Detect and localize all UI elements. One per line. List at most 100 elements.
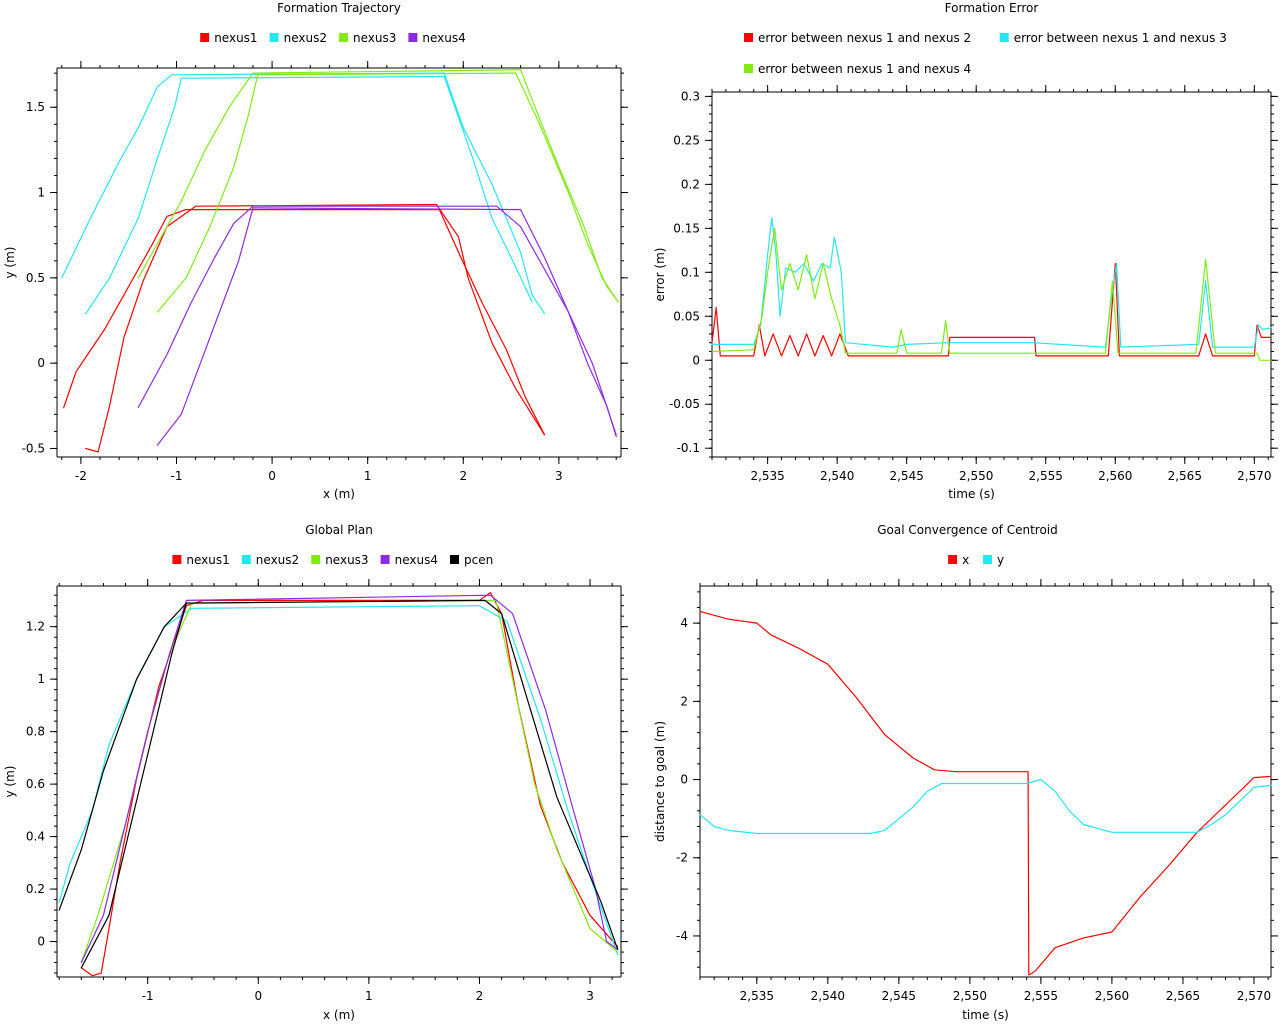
legend-swatch bbox=[744, 64, 753, 73]
y-tick-label: 0.2 bbox=[26, 882, 45, 896]
legend-label: nexus4 bbox=[395, 553, 438, 567]
y-tick-label: -2 bbox=[676, 851, 688, 865]
x-tick-label: -2 bbox=[75, 469, 87, 483]
y-tick-label: 0.25 bbox=[673, 133, 700, 147]
legend-label: y bbox=[997, 553, 1004, 567]
legend-item-x: x bbox=[948, 553, 969, 567]
x-tick-label: 2,545 bbox=[889, 469, 923, 483]
series-line-error-between-nexus-1-and-nexus-3 bbox=[711, 217, 1272, 348]
chart-2: Formation Error 2,535 2,540 2,545 2,550 2,555… bbox=[653, 1, 1278, 501]
y-axis-label: distance to goal (m) bbox=[653, 721, 667, 842]
x-tick-label: 2,560 bbox=[1095, 989, 1129, 1003]
legend-item-nexus3: nexus3 bbox=[339, 31, 396, 45]
legend-swatch bbox=[948, 555, 958, 564]
y-tick-label: 0.05 bbox=[673, 309, 700, 323]
x-tick-label: 1 bbox=[365, 989, 373, 1003]
legend-swatch bbox=[241, 555, 251, 564]
chart-title: Formation Error bbox=[945, 1, 1039, 15]
chart-3: Global Plan -1 0 1 2 3 0 0.2 0.4 0.6 0.8 1 1.2 x (m) y… bbox=[3, 523, 628, 1022]
x-axis-label: x (m) bbox=[323, 1008, 355, 1022]
x-tick-label: 2 bbox=[459, 469, 467, 483]
y-tick-label: -0.1 bbox=[677, 441, 700, 455]
legend-item-y: y bbox=[983, 553, 1004, 567]
legend-label: error between nexus 1 and nexus 4 bbox=[758, 62, 971, 76]
x-tick-label: 2,540 bbox=[811, 989, 845, 1003]
y-tick-label: 0.4 bbox=[26, 830, 45, 844]
y-tick-label: 0.15 bbox=[673, 221, 700, 235]
x-tick-label: 2,555 bbox=[1029, 469, 1063, 483]
series-line-nexus3 bbox=[156, 72, 619, 313]
legend-swatch bbox=[339, 33, 348, 42]
x-tick-label: -1 bbox=[142, 989, 154, 1003]
legend-swatch bbox=[380, 555, 390, 564]
series-line-x bbox=[699, 610, 1272, 976]
series-line-nexus3 bbox=[137, 69, 619, 303]
legend-item-error-between-nexus-1-and-nexus-4: error between nexus 1 and nexus 4 bbox=[744, 62, 971, 76]
series-line-nexus4 bbox=[80, 594, 619, 964]
x-tick-label: 2,570 bbox=[1237, 469, 1271, 483]
legend-swatch bbox=[983, 555, 992, 564]
y-tick-label: 0.5 bbox=[26, 271, 45, 285]
legend-label: nexus4 bbox=[422, 31, 465, 45]
x-tick-label: 0 bbox=[268, 469, 276, 483]
chart-1: Formation Trajectory -2 -1 0 1 2 3 -0.5 0 0.5 1 1.5… bbox=[3, 1, 628, 501]
legend-label: nexus2 bbox=[256, 553, 299, 567]
legend-item-nexus2: nexus2 bbox=[269, 31, 327, 45]
legend-label: nexus2 bbox=[284, 31, 327, 45]
y-tick-label: 0.8 bbox=[26, 725, 45, 739]
legend-label: pcen bbox=[464, 553, 493, 567]
y-tick-label: 2 bbox=[680, 694, 688, 708]
x-axis-label: time (s) bbox=[962, 1008, 1009, 1022]
y-tick-label: 0 bbox=[680, 773, 688, 787]
y-tick-label: 0 bbox=[692, 353, 700, 367]
y-tick-label: 0 bbox=[37, 935, 45, 949]
x-tick-label: 2,535 bbox=[740, 989, 774, 1003]
series-line-nexus1 bbox=[63, 209, 546, 436]
series-line-nexus4 bbox=[137, 205, 617, 436]
y-tick-label: 0.2 bbox=[681, 177, 700, 191]
y-tick-label: 0.3 bbox=[681, 89, 700, 103]
legend-label: nexus1 bbox=[214, 31, 257, 45]
legend-label: x bbox=[962, 553, 969, 567]
x-tick-label: 2,570 bbox=[1237, 989, 1271, 1003]
x-tick-label: 2 bbox=[476, 989, 484, 1003]
legend-label: nexus3 bbox=[325, 553, 368, 567]
legend-swatch bbox=[172, 555, 182, 564]
x-tick-label: 2,550 bbox=[959, 469, 993, 483]
y-tick-label: 1.5 bbox=[26, 100, 45, 114]
chart-title: Goal Convergence of Centroid bbox=[877, 523, 1058, 537]
chart-title: Global Plan bbox=[305, 523, 373, 537]
series-line-nexus1 bbox=[80, 592, 619, 977]
legend-swatch bbox=[200, 33, 210, 42]
legend-label: nexus3 bbox=[353, 31, 396, 45]
x-tick-label: -1 bbox=[171, 469, 183, 483]
y-tick-label: 1 bbox=[37, 186, 45, 200]
legend-item-pcen: pcen bbox=[450, 553, 493, 567]
x-tick-label: 2,535 bbox=[750, 469, 784, 483]
y-axis-label: y (m) bbox=[3, 247, 17, 279]
x-tick-label: 2,565 bbox=[1166, 989, 1200, 1003]
legend-swatch bbox=[269, 33, 279, 42]
y-tick-label: -0.05 bbox=[669, 397, 700, 411]
legend-item-nexus1: nexus1 bbox=[200, 31, 258, 45]
x-tick-label: 3 bbox=[586, 989, 594, 1003]
x-tick-label: 2,560 bbox=[1098, 469, 1132, 483]
series-line-error-between-nexus-1-and-nexus-2 bbox=[711, 262, 1272, 357]
y-tick-label: 0.6 bbox=[26, 777, 45, 791]
y-tick-label: -0.5 bbox=[22, 441, 45, 455]
legend-item-nexus4: nexus4 bbox=[380, 553, 438, 567]
legend-item-nexus3: nexus3 bbox=[311, 553, 369, 567]
x-axis-label: x (m) bbox=[323, 487, 355, 501]
series-line-nexus4 bbox=[156, 207, 617, 446]
legend-swatch bbox=[999, 33, 1009, 42]
series-line-nexus1 bbox=[85, 203, 546, 453]
legend-swatch bbox=[408, 33, 418, 42]
y-axis-label: y (m) bbox=[3, 766, 17, 798]
y-tick-label: 1 bbox=[37, 672, 45, 686]
legend-swatch bbox=[450, 555, 459, 564]
legend-swatch bbox=[744, 33, 753, 42]
y-axis-label: error (m) bbox=[653, 248, 667, 302]
x-axis-label: time (s) bbox=[948, 487, 995, 501]
legend-item-nexus1: nexus1 bbox=[172, 553, 230, 567]
